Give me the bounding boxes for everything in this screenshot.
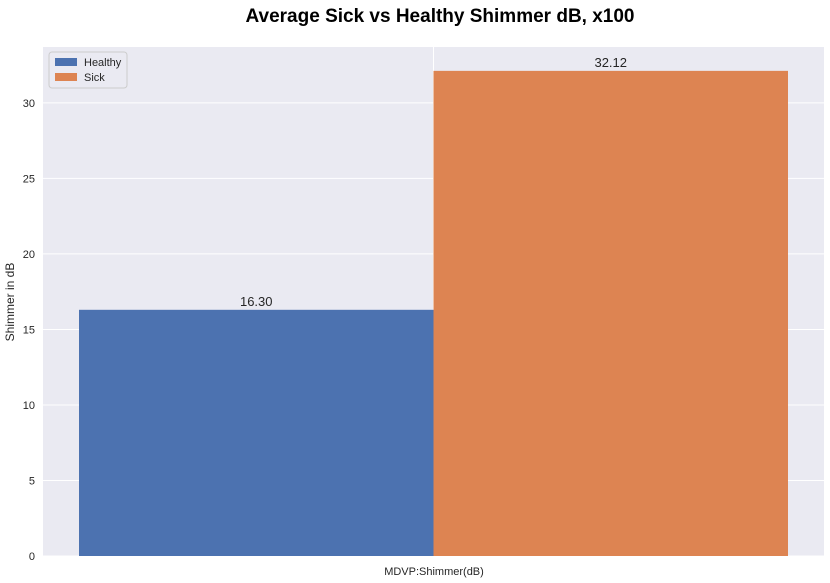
legend: Healthy Sick — [48, 51, 128, 89]
y-axis-label: Shimmer in dB — [3, 263, 17, 342]
y-tick-label: 25 — [23, 173, 35, 185]
y-tick-label: 5 — [29, 475, 35, 487]
bar-value-label: 16.30 — [240, 294, 273, 309]
y-axis-ticks: 0 5 10 15 20 25 30 — [23, 98, 35, 563]
bar-value-label: 32.12 — [594, 55, 627, 70]
bars — [79, 70, 788, 556]
legend-entry-label: Sick — [84, 72, 105, 84]
legend-swatch — [55, 73, 77, 81]
y-tick-label: 10 — [23, 400, 35, 412]
bar-sick — [433, 70, 788, 556]
bar-healthy — [79, 309, 434, 556]
legend-swatch — [55, 58, 77, 66]
legend-entry-label: Healthy — [84, 57, 122, 69]
y-tick-label: 15 — [23, 324, 35, 336]
y-tick-label: 30 — [23, 98, 35, 110]
x-axis-label: MDVP:Shimmer(dB) — [384, 566, 484, 578]
y-tick-label: 20 — [23, 249, 35, 261]
data-labels: 16.30 32.12 — [240, 55, 627, 309]
chart-title: Average Sick vs Healthy Shimmer dB, x100 — [246, 6, 635, 27]
y-tick-label: 0 — [29, 551, 35, 563]
